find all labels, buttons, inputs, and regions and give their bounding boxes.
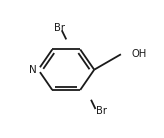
Text: OH: OH [131,49,146,59]
Text: Br: Br [96,106,107,116]
Text: Br: Br [54,23,65,33]
Text: N: N [29,65,36,75]
